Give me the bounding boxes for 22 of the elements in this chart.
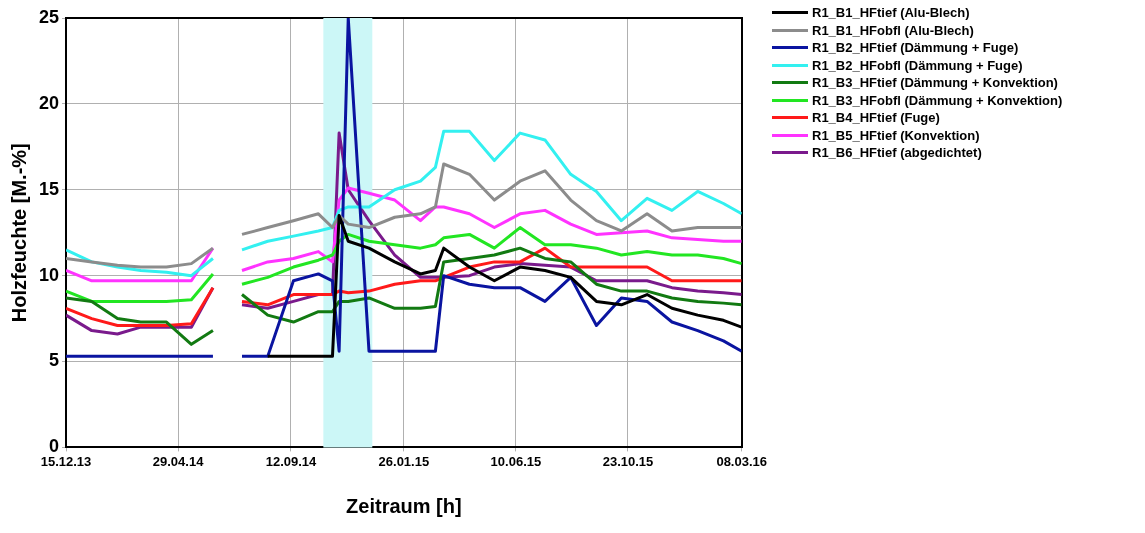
x-tick-label: 08.03.16 (716, 453, 767, 469)
legend-label: R1_B1_HFtief (Alu-Blech) (812, 5, 970, 21)
x-tick-label: 12.09.14 (265, 453, 318, 469)
x-tick-label: 26.01.15 (378, 453, 430, 469)
legend-label: R1_B2_HFtief (Dämmung + Fuge) (812, 40, 1019, 56)
y-tick-label: 25 (38, 6, 60, 27)
legend-label: R1_B2_HFobfl (Dämmung + Fuge) (812, 57, 1023, 73)
legend-label: R1_B1_HFobfl (Alu-Blech) (812, 22, 974, 38)
legend-label: R1_B6_HFtief (abgedichtet) (812, 145, 982, 161)
x-tick-label: 23.10.15 (602, 453, 654, 469)
y-tick-label: 20 (38, 92, 60, 113)
legend-label: R1_B3_HFtief (Dämmung + Konvektion) (812, 75, 1058, 91)
y-tick-label: 10 (38, 264, 60, 285)
legend-label: R1_B5_HFtief (Konvektion) (812, 127, 980, 143)
y-tick-label: 15 (38, 178, 60, 199)
x-axis-title: Zeitraum [h] (346, 494, 462, 517)
legend-label: R1_B4_HFtief (Fuge) (812, 110, 940, 126)
legend-label: R1_B3_HFobfl (Dämmung + Konvektion) (812, 92, 1063, 108)
x-tick-label: 10.06.15 (490, 453, 542, 469)
x-tick-label: 29.04.14 (152, 453, 205, 469)
y-tick-label: 5 (49, 350, 60, 371)
y-axis-title: Holzfeuchte [M.-%] (7, 143, 30, 323)
